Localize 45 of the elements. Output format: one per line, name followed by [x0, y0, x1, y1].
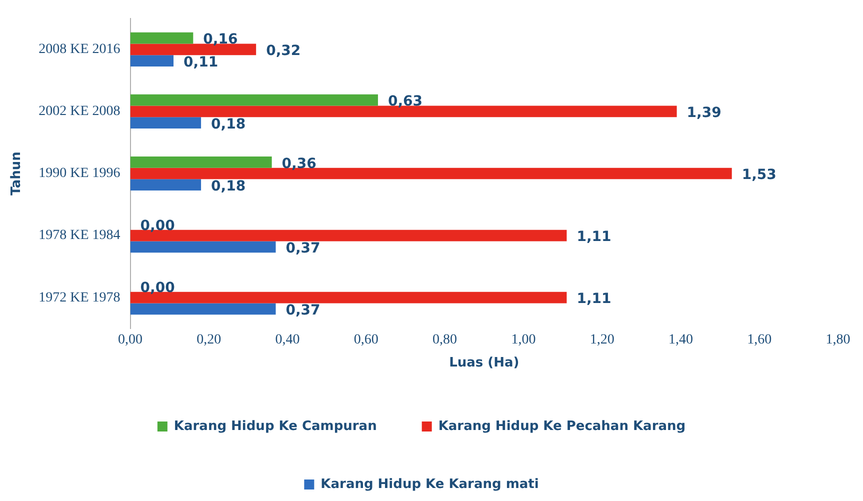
data-label: 0,36	[282, 156, 316, 172]
bar	[130, 106, 677, 118]
y-tick-label: 1978 KE 1984	[38, 228, 120, 244]
data-label: 0,18	[211, 178, 246, 195]
bar	[130, 44, 256, 56]
y-tick-label: 2008 KE 2016	[38, 42, 120, 58]
x-tick-label: 1,40	[668, 332, 693, 348]
data-label: 0,37	[286, 240, 320, 257]
x-tick-label: 0,80	[432, 332, 458, 348]
y-axis-title: Tahun	[9, 152, 24, 196]
data-label: 0,63	[388, 94, 423, 110]
y-tick-label: 1990 KE 1996	[38, 166, 120, 182]
bar	[130, 55, 174, 66]
bar	[130, 156, 272, 168]
x-axis-title: Luas (Ha)	[449, 356, 520, 371]
bar	[130, 32, 194, 44]
data-label: 0,11	[184, 54, 218, 70]
data-label: 1,39	[686, 105, 722, 122]
x-tick-label: 0,00	[118, 332, 143, 348]
bar	[130, 241, 276, 253]
data-label: 0,37	[286, 302, 320, 319]
x-tick-label: 1,20	[590, 332, 614, 348]
x-tick-label: 1,80	[826, 332, 850, 348]
x-tick-label: 0,20	[196, 332, 222, 348]
y-tick-label: 1972 KE 1978	[38, 290, 120, 306]
data-label: 0,00	[140, 218, 176, 234]
x-tick-label: 1,00	[511, 332, 536, 348]
bar	[130, 179, 202, 191]
data-label: 1,53	[742, 167, 776, 184]
legend-label: Karang Hidup Ke Karang mati	[320, 476, 539, 492]
data-label: 0,18	[211, 116, 246, 132]
legend-label: Karang Hidup Ke Pecahan Karang	[438, 418, 686, 434]
bar	[130, 303, 276, 315]
data-label: 1,11	[576, 291, 612, 308]
data-label: 1,11	[576, 229, 612, 246]
legend-label: Karang Hidup Ke Campuran	[174, 418, 377, 434]
bar	[130, 94, 378, 106]
data-label: 0,00	[140, 280, 176, 296]
bar	[130, 117, 202, 129]
x-tick-label: 0,60	[354, 332, 378, 348]
x-tick-label: 1,60	[747, 332, 772, 348]
data-label: 0,16	[203, 32, 238, 48]
data-label: 0,32	[266, 43, 301, 60]
y-tick-label: 2002 KE 2008	[38, 104, 120, 120]
x-tick-label: 0,40	[275, 332, 300, 348]
